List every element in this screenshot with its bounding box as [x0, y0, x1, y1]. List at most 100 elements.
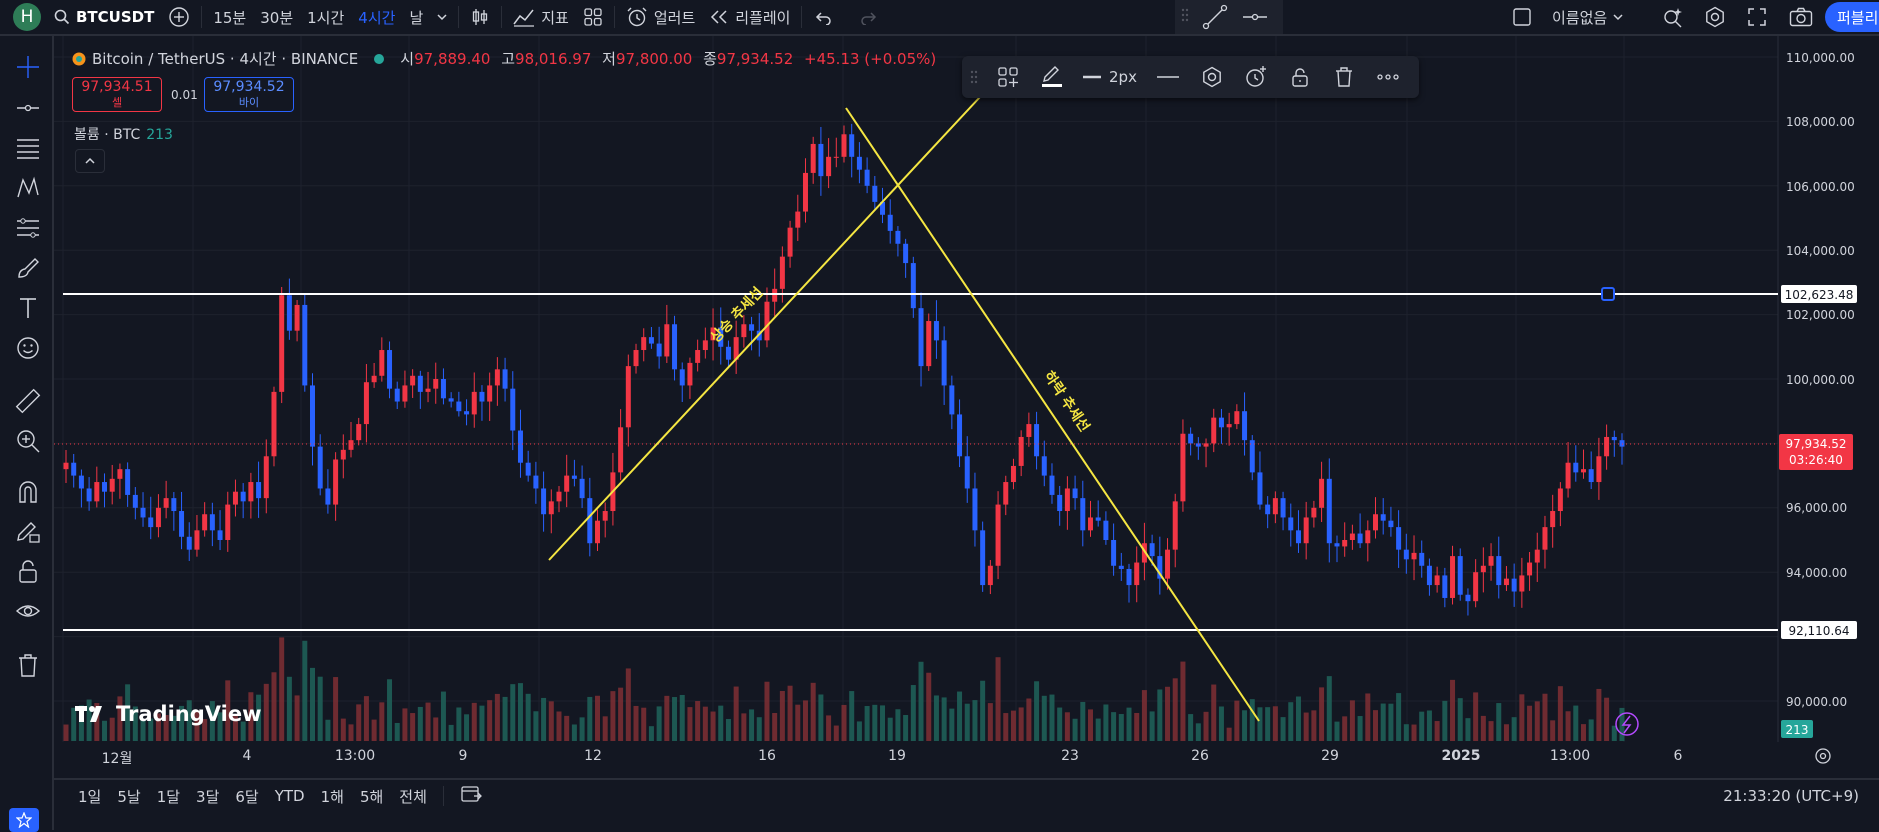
lock-drawing-button[interactable] [1278, 56, 1322, 98]
interval-30m[interactable]: 30분 [260, 8, 294, 27]
sell-button[interactable]: 97,934.51 셀 [72, 77, 162, 112]
indicators-button[interactable]: 지표 [506, 0, 576, 34]
candle-body [1188, 433, 1194, 444]
remove-drawings-tool[interactable] [13, 650, 43, 680]
pattern-tool[interactable] [13, 173, 43, 203]
user-avatar[interactable]: H [13, 3, 41, 31]
line-color-button[interactable] [1030, 56, 1074, 98]
more-options-button[interactable] [1366, 56, 1410, 98]
interval-1h[interactable]: 1시간 [307, 8, 345, 27]
undo-button[interactable] [806, 0, 840, 34]
candle-body [1596, 456, 1602, 483]
forecast-tool[interactable] [13, 213, 43, 243]
magnet-tool[interactable] [13, 476, 43, 506]
chart-type-button[interactable] [463, 0, 497, 34]
line-width-button[interactable]: 2px [1074, 56, 1146, 98]
divider [442, 786, 444, 806]
range-5y[interactable]: 5해 [359, 787, 384, 806]
line-tools-panel [1175, 0, 1283, 34]
price-tick-label: 90,000.00 [1786, 695, 1847, 709]
trend-line-tool[interactable] [13, 93, 43, 123]
snapshot-button[interactable] [1782, 0, 1820, 34]
candle-body [279, 295, 285, 392]
quick-search-button[interactable] [1655, 0, 1691, 34]
candle-body [1165, 549, 1171, 579]
range-6m[interactable]: 6달 [235, 787, 259, 806]
time-label: 2025 [1441, 748, 1481, 764]
favorites-button[interactable] [9, 808, 39, 832]
volume-bar [1319, 687, 1325, 741]
collapse-legend-button[interactable] [75, 149, 105, 173]
volume-bar [1026, 698, 1032, 741]
sell-price: 97,934.51 [81, 79, 153, 95]
volume-bar [910, 685, 916, 741]
interval-4h[interactable]: 4시간 [358, 8, 396, 27]
settings-button[interactable] [1697, 0, 1733, 34]
interval-1d[interactable]: 날 [409, 8, 424, 27]
candle-body [779, 256, 785, 289]
candle-body [1141, 543, 1147, 563]
measure-tool[interactable] [13, 386, 43, 416]
drag-handle[interactable] [1181, 7, 1195, 27]
volume-bar [1280, 717, 1286, 741]
add-alert-button[interactable] [1234, 56, 1278, 98]
buy-button[interactable]: 97,934.52 바이 [204, 77, 294, 112]
brush-tool[interactable] [13, 253, 43, 283]
range-1y[interactable]: 1해 [320, 787, 344, 806]
interval-dropdown[interactable] [430, 0, 454, 34]
layouts-button[interactable] [576, 0, 610, 34]
crosshair-tool[interactable] [13, 52, 43, 82]
fullscreen-button[interactable] [1740, 0, 1774, 34]
price-chart[interactable]: 상승 추세선 하락 추세선 110,000.00108,000.00106,00… [54, 36, 1879, 830]
timezone-clock[interactable]: 21:33:20 (UTC+9) [1723, 787, 1859, 805]
volume-bar [1295, 696, 1301, 741]
replay-button[interactable]: 리플레이 [702, 0, 797, 34]
hide-drawings-tool[interactable] [13, 596, 43, 626]
range-5d[interactable]: 5날 [117, 787, 141, 806]
redo-button[interactable] [852, 0, 886, 34]
volume-bar [1411, 724, 1417, 741]
compare-button[interactable] [161, 0, 197, 34]
time-label: 23 [1061, 748, 1079, 764]
delete-drawing-button[interactable] [1322, 56, 1366, 98]
candle-body [132, 494, 138, 508]
drawing-settings-button[interactable] [1190, 56, 1234, 98]
interval-15m[interactable]: 15분 [213, 8, 247, 27]
volume-bar [872, 704, 878, 741]
volume-bar [933, 695, 939, 741]
publish-button[interactable]: 퍼블리 [1825, 2, 1879, 32]
time-label: 12월 [101, 751, 133, 767]
text-tool[interactable] [13, 293, 43, 323]
layout-name-button[interactable]: 이름없음 [1505, 0, 1630, 34]
candle-body [571, 475, 577, 479]
candle-body [186, 536, 192, 550]
drag-handle[interactable] [962, 56, 986, 98]
volume-bar [1503, 724, 1509, 741]
range-all[interactable]: 전체 [399, 787, 427, 806]
candle-body [86, 488, 92, 502]
volume-bar [1442, 700, 1448, 741]
emoji-tool[interactable] [13, 333, 43, 363]
lock-drawings-tool[interactable] [13, 556, 43, 586]
range-1m[interactable]: 1달 [156, 787, 181, 806]
range-1d[interactable]: 1일 [78, 787, 102, 806]
template-button[interactable] [986, 56, 1030, 98]
alert-button[interactable]: 얼러트 [619, 0, 702, 34]
volume-bar [826, 715, 832, 741]
time-axis[interactable]: 12월 4 13:00 9 12 16 19 23 26 29 2025 13:… [54, 742, 1879, 770]
symbol-search-button[interactable]: BTCUSDT [47, 0, 161, 34]
volume-bar [941, 697, 947, 741]
range-ytd[interactable]: YTD [274, 787, 305, 805]
fib-tool[interactable] [13, 133, 43, 163]
candle-body [294, 304, 300, 331]
candle-body [1588, 469, 1594, 483]
horizontal-ray-tool[interactable] [1235, 4, 1275, 30]
candle-body [1519, 575, 1525, 592]
stay-in-drawing-tool[interactable] [13, 516, 43, 546]
goto-date-button[interactable] [452, 784, 490, 808]
line-style-button[interactable] [1146, 56, 1190, 98]
range-3m[interactable]: 3달 [196, 787, 220, 806]
zoom-tool[interactable] [13, 426, 43, 456]
candle-body [1157, 556, 1163, 579]
trend-line-tool[interactable] [1195, 4, 1235, 30]
